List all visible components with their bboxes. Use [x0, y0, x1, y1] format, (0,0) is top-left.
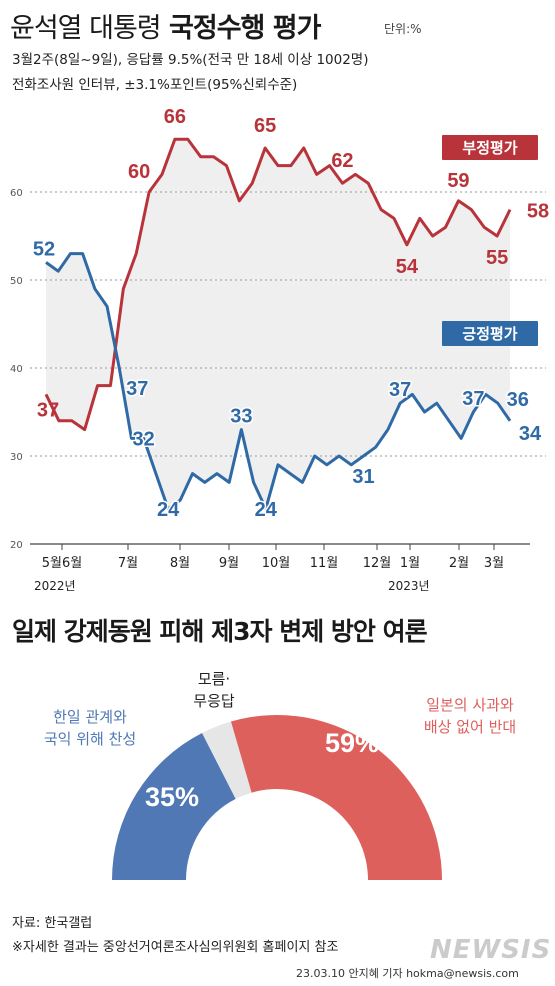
legend-negative-text: 부정평가 [462, 139, 517, 157]
legend-positive: 긍정평가 [442, 321, 538, 346]
positive-value-label: 52 [33, 238, 55, 260]
year-label: 2023년 [388, 579, 430, 593]
x-tick-label: 8월 [170, 556, 190, 571]
oppose-label-line: 배상 없어 반대 [424, 718, 516, 736]
negative-value-label: 55 [486, 247, 508, 269]
support-label-line: 한일 관계와 [53, 708, 127, 726]
x-tick-label: 10월 [262, 556, 291, 571]
newsis-logo: NEWSIS [430, 935, 552, 965]
oppose-label-line: 일본의 사과와 [426, 696, 514, 714]
x-tick-label: 7월 [118, 556, 138, 571]
negative-value-label: 37 [37, 399, 59, 421]
positive-value-label: 24 [255, 499, 278, 521]
oppose-percent: 59% [325, 728, 379, 758]
x-tick-label: 2월 [449, 556, 469, 571]
legend-negative: 부정평가 [442, 135, 538, 160]
positive-value-label: 33 [230, 406, 252, 428]
positive-value-label: 34 [519, 423, 542, 445]
y-tick-label: 50 [10, 276, 23, 287]
note-text: ※자세한 결과는 중앙선거여론조사심의위원회 홈페이지 참조 [12, 940, 339, 955]
x-tick-label: 12월 [363, 556, 392, 571]
x-tick-label: 9월 [219, 556, 239, 571]
subtitle-survey: 3월2주(8일~9일), 응답률 9.5%(전국 만 18세 이상 1002명) [12, 52, 369, 68]
legend-positive-bg [442, 321, 538, 346]
positive-value-label: 37 [389, 379, 411, 401]
negative-value-label: 59 [447, 170, 469, 192]
subtitle-method: 전화조사원 인터뷰, ±3.1%포인트(95%신뢰수준) [12, 77, 298, 93]
y-tick-label: 40 [10, 364, 23, 375]
positive-value-label: 31 [352, 466, 374, 488]
negative-value-label: 60 [128, 161, 150, 183]
negative-value-label: 62 [331, 150, 353, 172]
x-tick-label: 11월 [310, 556, 339, 571]
support-label-line: 국익 위해 찬성 [44, 730, 136, 748]
legend-negative-bg [442, 135, 538, 160]
title-bold: 국정수행 평가 [169, 13, 321, 44]
x-tick-label: 1월 [400, 556, 420, 571]
legend-positive-text: 긍정평가 [462, 325, 517, 343]
credit-text: 23.03.10 안지혜 기자 hokma@newsis.com [296, 967, 519, 980]
positive-value-label: 32 [133, 428, 155, 450]
positive-series-line [45, 252, 512, 511]
unknown-label: 모름· 무응답 [193, 670, 235, 710]
negative-series-line [44, 137, 512, 432]
negative-value-label: 54 [396, 256, 419, 278]
y-tick-label: 30 [10, 452, 23, 463]
year-label: 2022년 [34, 579, 76, 593]
support-slice [112, 732, 236, 880]
y-tick-label: 20 [10, 540, 23, 551]
x-tick-label: 3월 [484, 556, 504, 571]
support-percent: 35% [145, 782, 199, 812]
negative-value-label: 66 [164, 106, 186, 128]
approval-line-chart: 20 30 40 50 60 5월6월 7월 8월 9월 10월 11월 12월 1월 2월 3월 2022년… [10, 106, 549, 593]
y-tick-label: 60 [10, 188, 23, 199]
unknown-label-line: 무응답 [193, 692, 235, 710]
positive-value-label: 36 [507, 389, 529, 411]
oppose-slice [230, 714, 442, 880]
unknown-label-line: 모름· [198, 670, 230, 688]
unit-label: 단위:% [384, 22, 422, 36]
positive-value-label: 37 [462, 388, 484, 410]
negative-value-label: 65 [254, 115, 276, 137]
positive-value-label: 24 [157, 499, 180, 521]
unknown-slice [202, 721, 252, 799]
x-tick-label: 5월6월 [42, 556, 82, 571]
chart-title: 윤석열 대통령 국정수행 평가 [10, 6, 321, 45]
positive-value-label: 37 [126, 378, 148, 400]
negative-value-label: 58 [527, 201, 549, 223]
title-light: 윤석열 대통령 [10, 13, 162, 44]
source-text: 자료: 한국갤럽 [12, 916, 93, 931]
poll-title: 일제 강제동원 피해 제3자 변제 방안 여론 [12, 617, 428, 646]
